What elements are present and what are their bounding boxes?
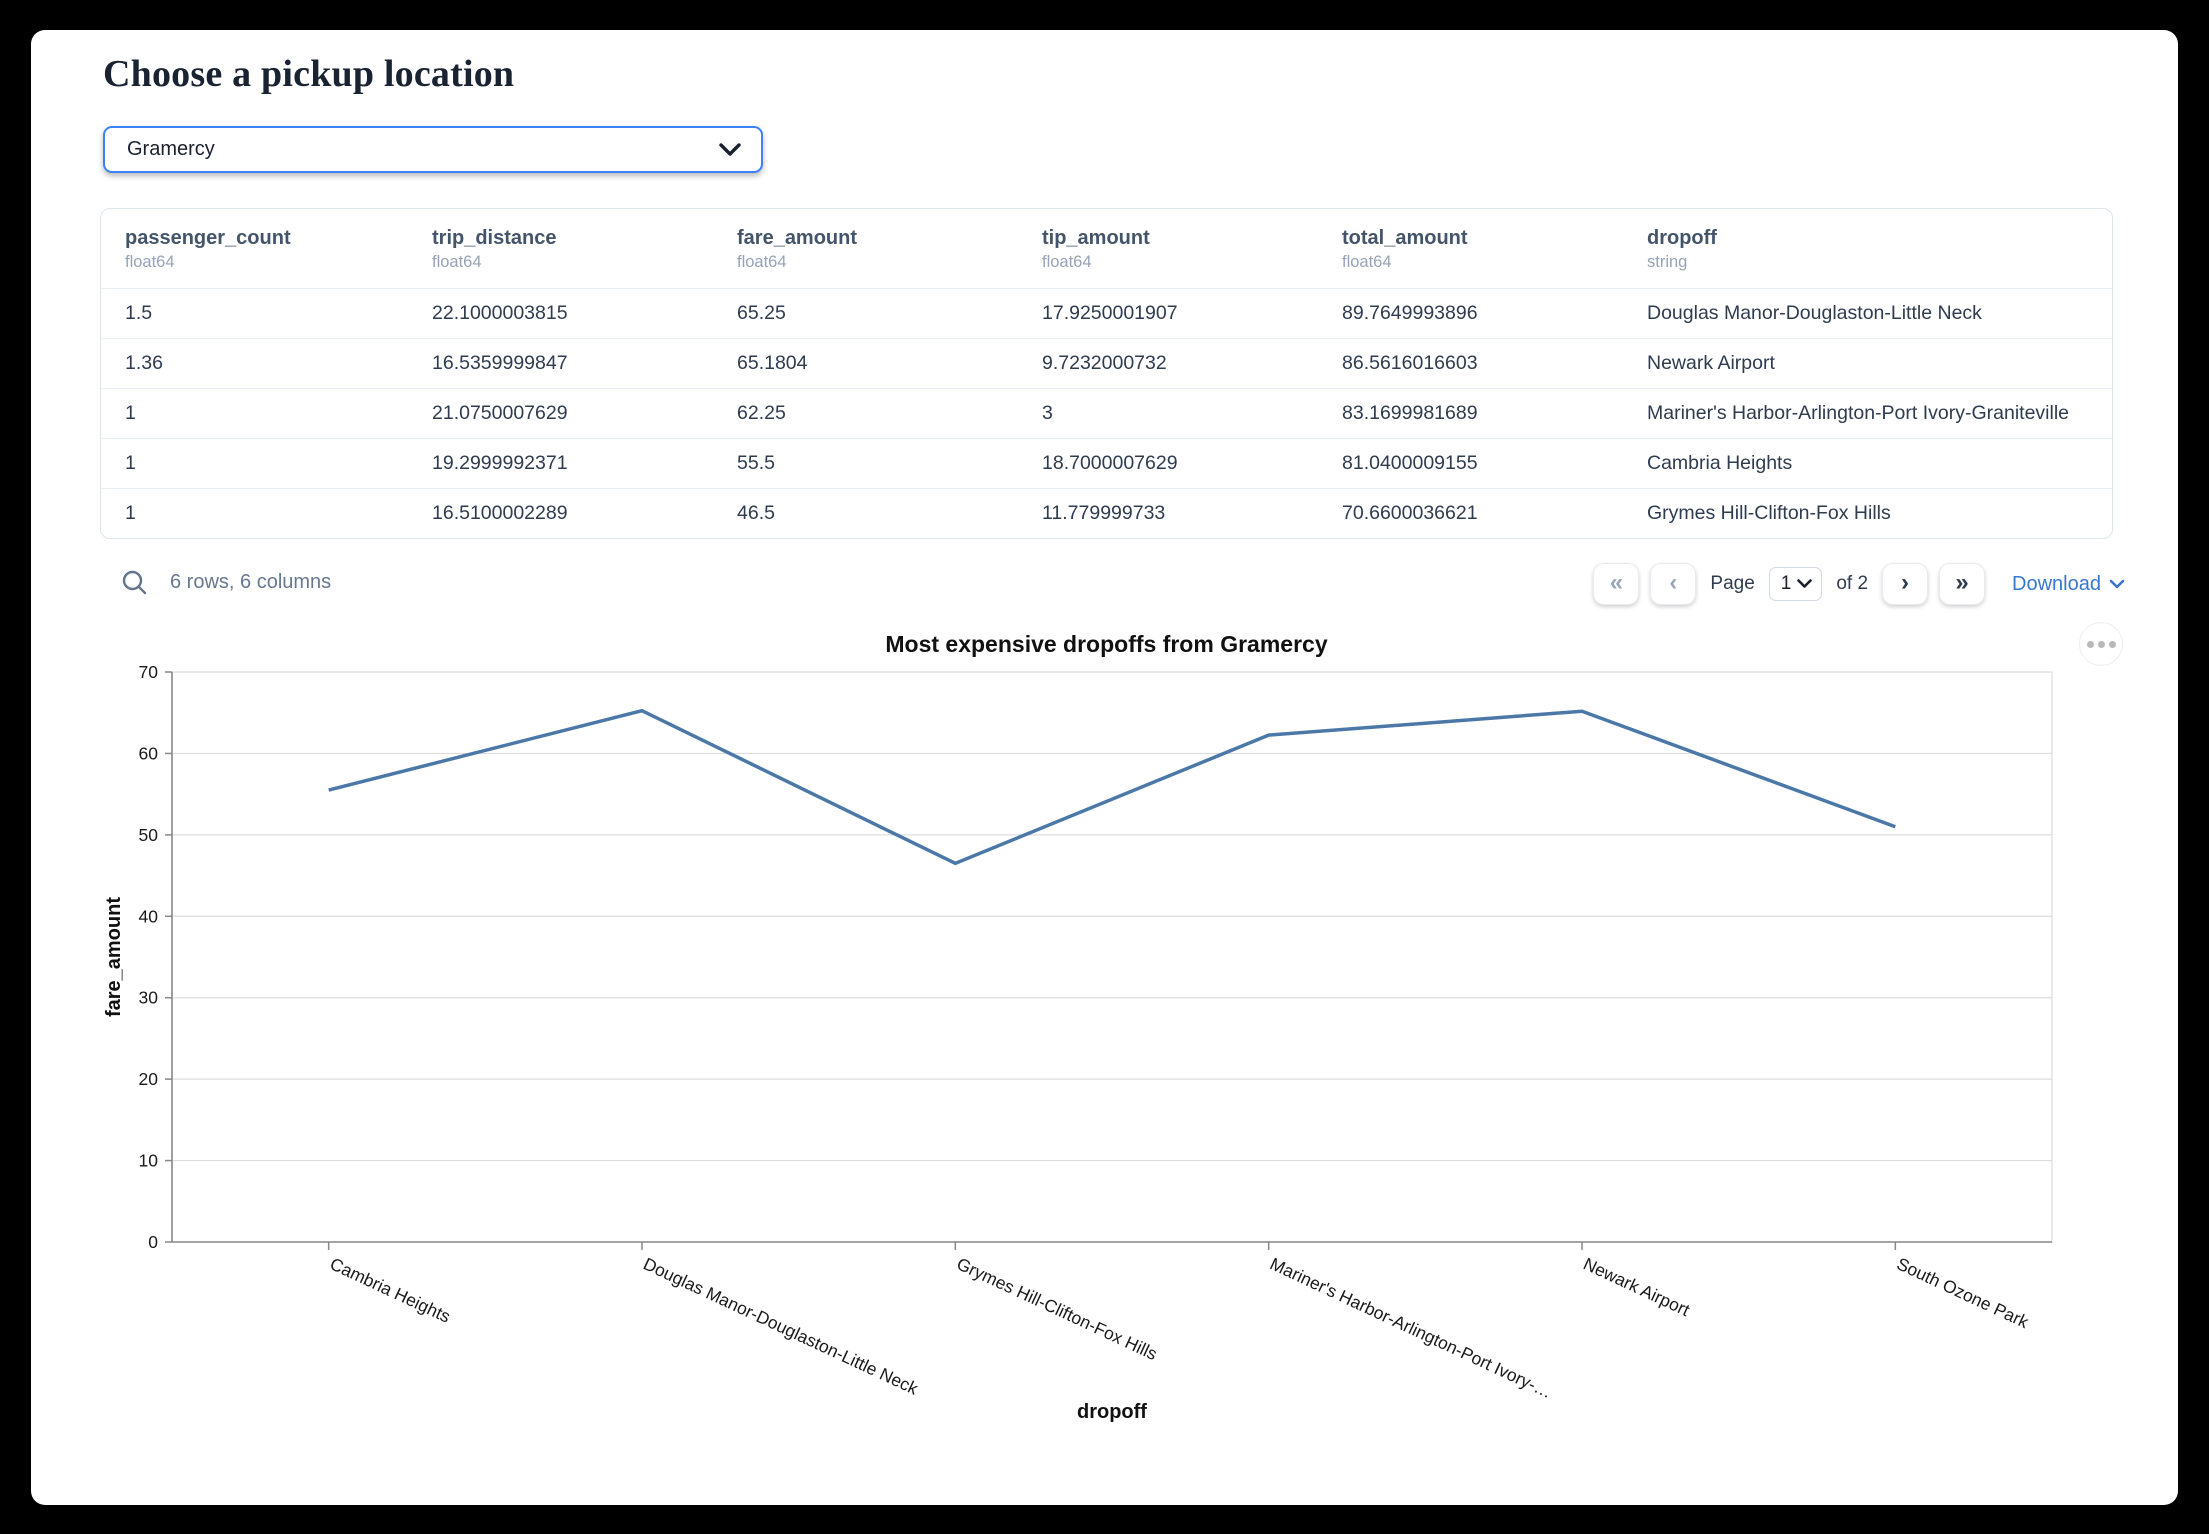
pickup-location-selected-value: Gramercy [127,138,215,160]
column-name: fare_amount [737,227,858,249]
column-name: tip_amount [1042,227,1150,249]
page-number-select[interactable]: 1 [1768,567,1823,601]
column-type: float64 [432,253,482,271]
y-tick-label: 70 [139,662,159,682]
table-cell: 18.7000007629 [1018,438,1318,489]
download-button[interactable]: Download [2012,573,2125,596]
table-cell: 89.7649993896 [1318,288,1623,339]
chevron-down-icon [2109,579,2125,588]
table-row[interactable]: 1 21.0750007629 62.25 3 83.1699981689 Mariner… [101,388,2112,439]
y-tick-label: 30 [139,988,159,1008]
download-label: Download [2012,572,2101,595]
chart-title: Most expensive dropoffs from Gramercy [885,631,1328,657]
column-type: float64 [125,253,175,271]
table-cell: 1 [101,438,408,489]
x-tick-label: Cambria Heights [327,1253,454,1326]
table-cell: 17.9250001907 [1018,288,1318,339]
table-cell: 1 [101,488,408,538]
y-tick-label: 10 [139,1151,159,1171]
line-chart: 0 10 20 30 40 50 60 70 Cambria Heights Douglas Ma… [100,650,2110,1450]
table-cell: 1.36 [101,338,408,389]
table-cell: 65.1804 [713,338,1018,389]
column-header[interactable]: tip_amount float64 [1018,209,1318,289]
y-tick-label: 20 [139,1069,159,1089]
search-icon[interactable] [121,569,148,596]
table-cell: 81.0400009155 [1318,438,1623,489]
y-tick-label: 60 [139,743,159,763]
table-cell: Mariner's Harbor-Arlington-Port Ivory-Gr… [1623,388,2112,439]
table-row[interactable]: 1.36 16.5359999847 65.1804 9.7232000732 86.5… [101,338,2112,389]
table-cell: Grymes Hill-Clifton-Fox Hills [1623,488,2112,538]
table-row[interactable]: 1 19.2999992371 55.5 18.7000007629 81.040000… [101,438,2112,489]
table-cell: 9.7232000732 [1018,338,1318,389]
table-cell: 46.5 [713,488,1018,538]
x-axis-title: dropoff [1077,1401,1147,1423]
page-count-label: of 2 [1836,573,1869,594]
table-cell: 21.0750007629 [408,388,713,439]
table-cell: 11.779999733 [1018,488,1318,538]
pagination: « ‹ Page 1 of 2 › » Download [1593,563,2125,605]
ellipsis-icon [2086,640,2094,648]
column-header[interactable]: trip_distance float64 [408,209,713,289]
table-cell: 1.5 [101,288,408,339]
last-page-button[interactable]: » [1939,563,1986,605]
x-tick-label: South Ozone Park [1894,1253,2032,1332]
table-cell: 62.25 [713,388,1018,439]
table-cell: 16.5100002289 [408,488,713,538]
first-page-button[interactable]: « [1593,563,1640,605]
column-type: float64 [1342,253,1392,271]
table-cell: 55.5 [713,438,1018,489]
table-cell: 86.5616016603 [1318,338,1623,389]
table-row[interactable]: 1 16.5100002289 46.5 11.779999733 70.6600036… [101,488,2112,538]
table-cell: Cambria Heights [1623,438,2112,489]
y-tick-label: 50 [139,825,159,845]
chart-line [328,708,1896,866]
y-axis-title: fare_amount [103,897,125,1017]
x-tick-label: Grymes Hill-Clifton-Fox Hills [954,1253,1161,1364]
chevron-down-icon [719,142,741,156]
column-header[interactable]: total_amount float64 [1318,209,1623,289]
column-type: float64 [737,253,787,271]
prev-page-button[interactable]: ‹ [1650,563,1697,605]
column-name: dropoff [1647,227,1717,249]
table-cell: 65.25 [713,288,1018,339]
page-number-value: 1 [1780,573,1792,594]
app-card: Choose a pickup location Gramercy passen… [31,30,2178,1505]
next-page-button[interactable]: › [1882,563,1929,605]
table-cell: 3 [1018,388,1318,439]
page-title: Choose a pickup location [103,53,515,95]
table-cell: 19.2999992371 [408,438,713,489]
column-name: passenger_count [125,227,291,249]
table-cell: 83.1699981689 [1318,388,1623,439]
chevron-down-icon [1797,579,1813,588]
y-tick-label: 40 [139,906,159,926]
table-cell: Newark Airport [1623,338,2112,389]
column-header[interactable]: dropoff string [1623,209,2112,289]
table-cell: 70.6600036621 [1318,488,1623,538]
column-name: trip_distance [432,227,557,249]
x-tick-label: Newark Airport [1580,1253,1693,1320]
table-cell: 22.1000003815 [408,288,713,339]
chart-options-button[interactable] [2079,622,2123,666]
table-cell: 16.5359999847 [408,338,713,389]
pickup-location-select[interactable]: Gramercy [103,126,763,173]
column-header[interactable]: fare_amount float64 [713,209,1018,289]
x-tick-label: Mariner's Harbor-Arlington-Port Ivory-… [1267,1253,1555,1402]
page-label: Page [1710,573,1755,594]
table-cell: Douglas Manor-Douglaston-Little Neck [1623,288,2112,339]
column-name: total_amount [1342,227,1468,249]
column-type: float64 [1042,253,1092,271]
y-tick-label: 0 [148,1232,158,1252]
column-header[interactable]: passenger_count float64 [101,209,408,289]
table-row[interactable]: 1.5 22.1000003815 65.25 17.9250001907 89.764… [101,288,2112,339]
column-type: string [1647,253,1688,271]
x-tick-label: Douglas Manor-Douglaston-Little Neck [640,1253,921,1398]
table-cell: 1 [101,388,408,439]
table-summary: 6 rows, 6 columns [170,571,332,593]
